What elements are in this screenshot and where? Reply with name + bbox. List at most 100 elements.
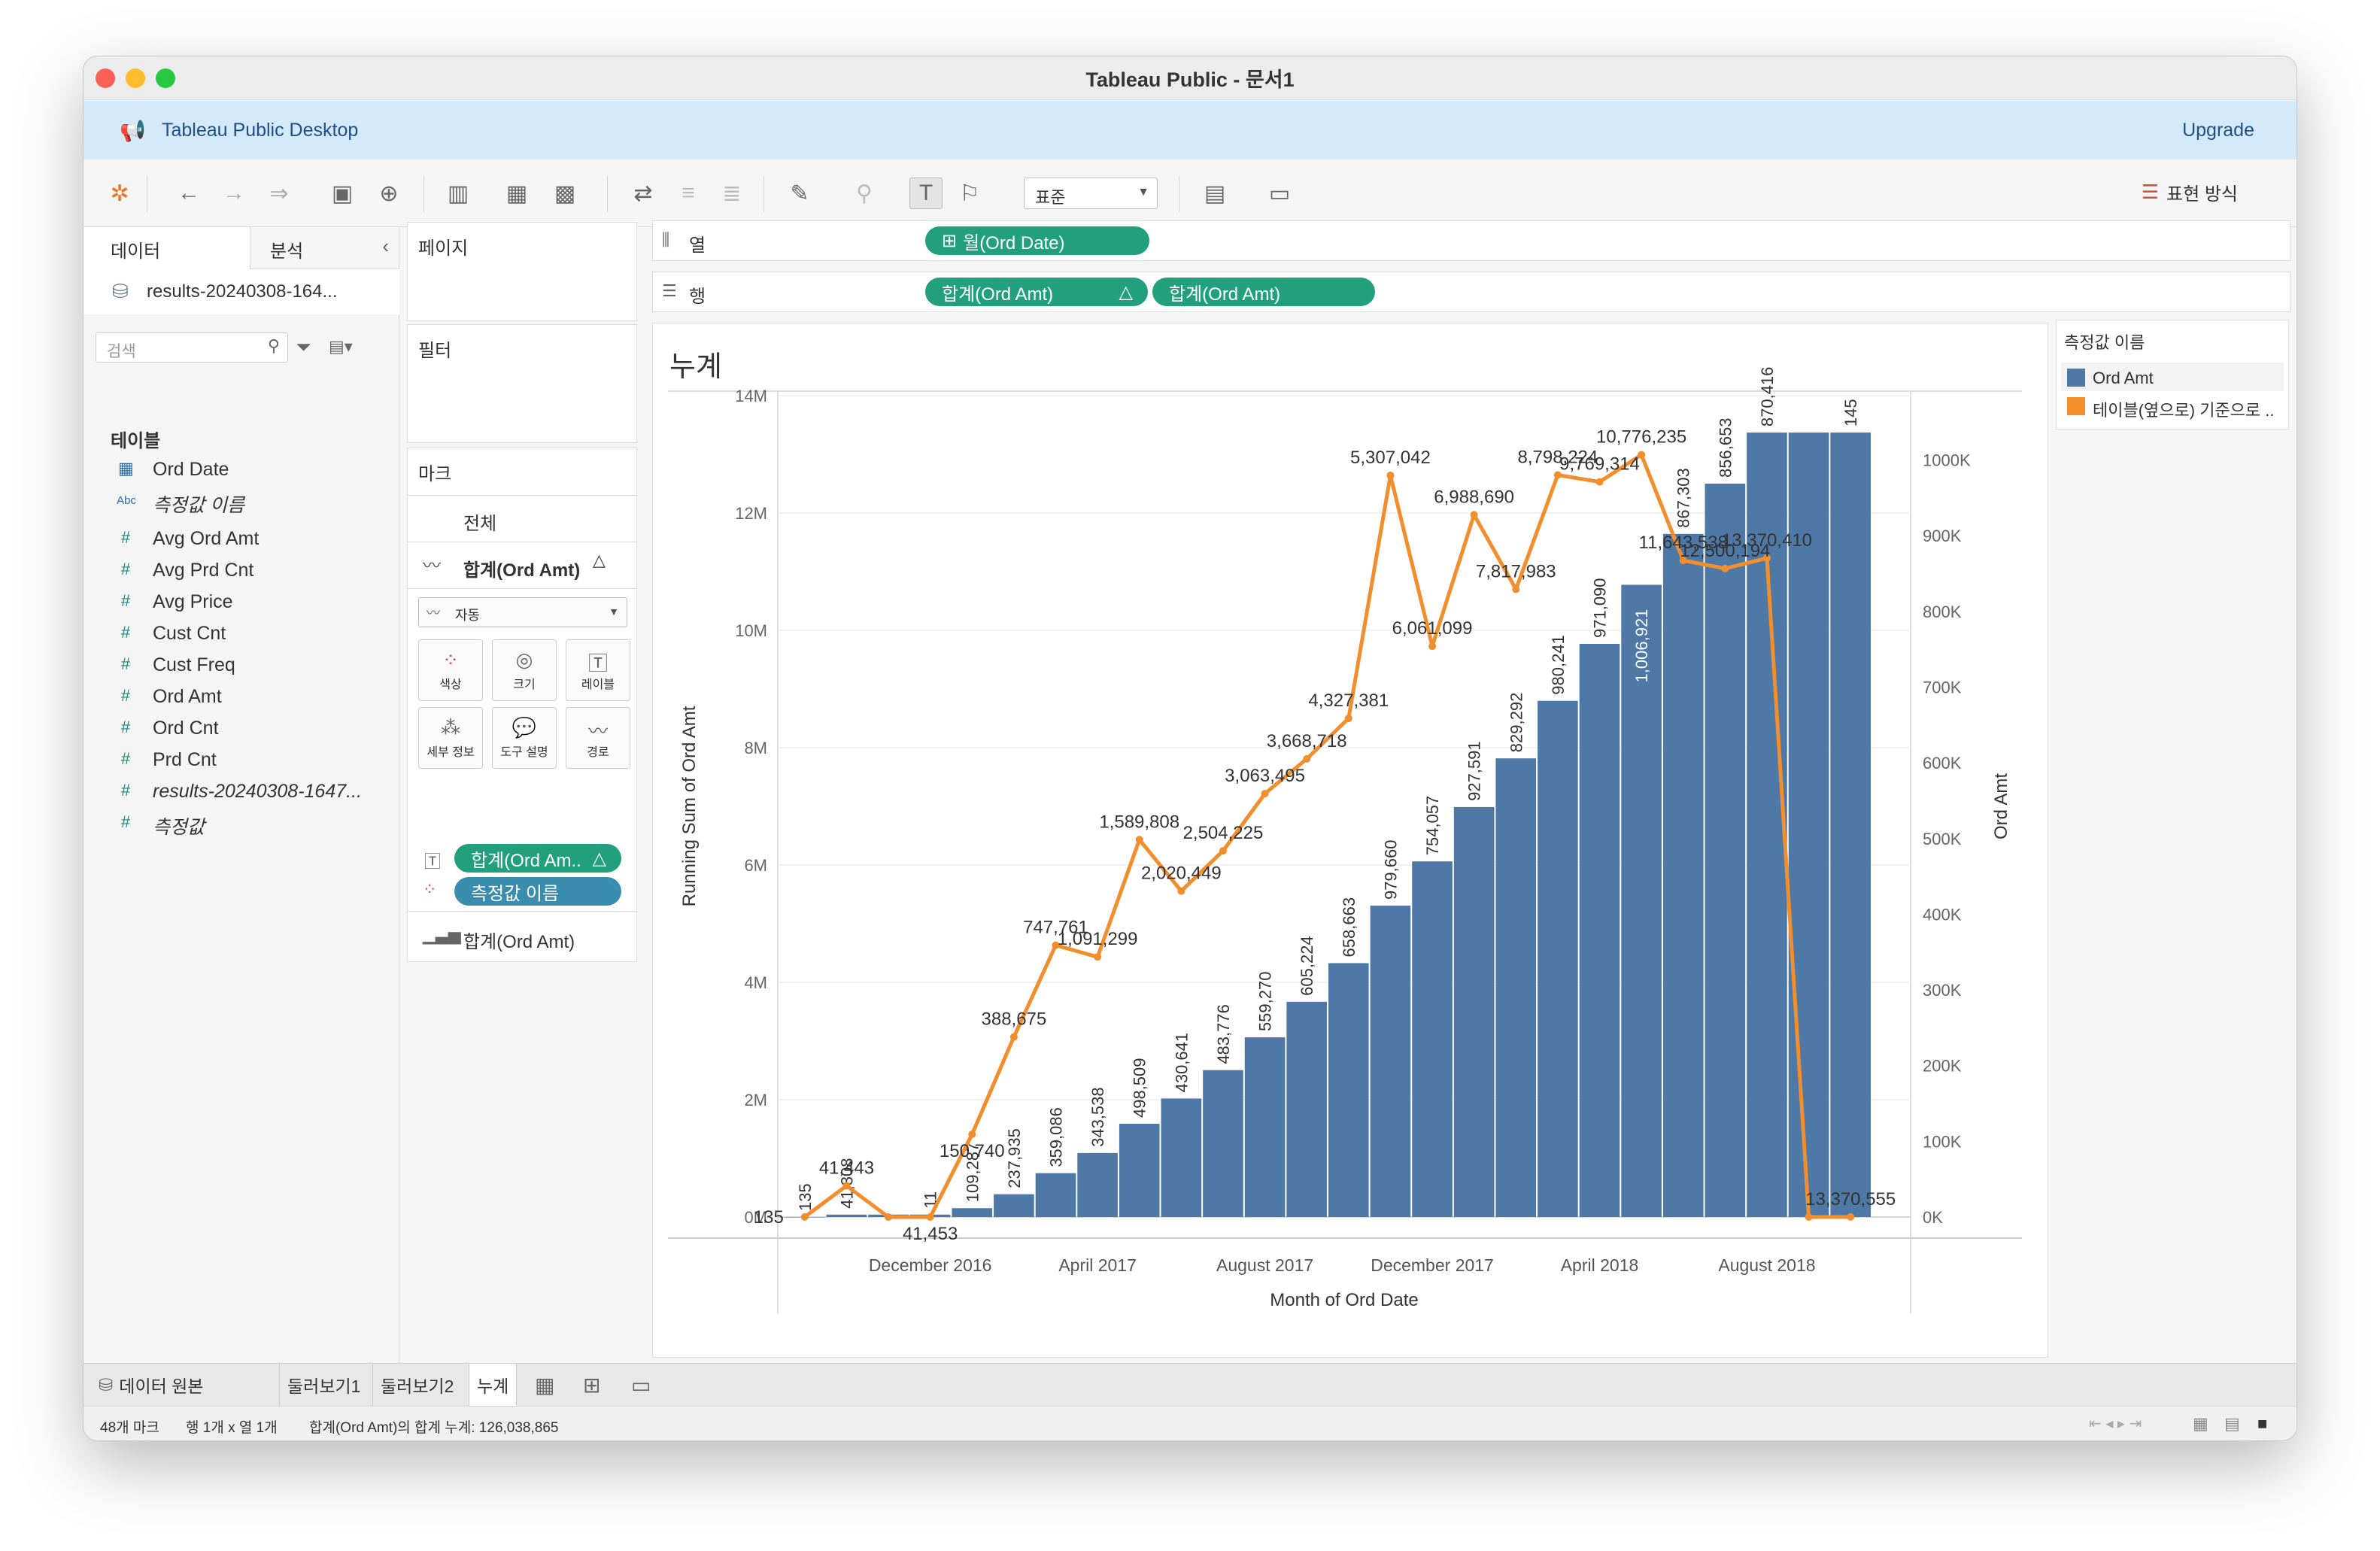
field-item[interactable]: # Cust Cnt xyxy=(83,618,384,648)
sort-desc-icon[interactable]: ≣ xyxy=(722,181,742,206)
legend-item-ord-amt[interactable]: Ord Amt xyxy=(2061,363,2284,391)
marks-label: 마크 xyxy=(418,464,452,484)
upgrade-link[interactable]: Upgrade xyxy=(2182,119,2254,141)
undo-icon[interactable]: ← xyxy=(178,181,200,205)
highlight-icon[interactable]: ✎ xyxy=(790,181,809,206)
search-placeholder: 검색 xyxy=(107,343,136,360)
list-view-icon[interactable]: ▤ xyxy=(2224,1414,2240,1433)
line-point xyxy=(1303,754,1311,763)
search-input[interactable]: 검색 ⚲ xyxy=(96,332,288,363)
new-story-icon[interactable]: ▭ xyxy=(631,1373,651,1397)
datasource-tab[interactable]: ⛁ 데이터 원본 xyxy=(91,1364,211,1406)
y-tick-label: 0M xyxy=(744,1208,767,1227)
tab-sheet-1[interactable]: 둘러보기1 xyxy=(279,1364,368,1406)
duplicate-sheet-icon[interactable]: ▦ xyxy=(505,181,528,206)
marks-all-tab[interactable]: 전체 xyxy=(463,514,497,534)
new-sheet-icon[interactable]: ▦ xyxy=(535,1373,555,1397)
view-list-icon[interactable]: ▤▾ xyxy=(329,337,353,356)
field-item[interactable]: # Ord Cnt xyxy=(83,713,384,743)
pages-label: 페이지 xyxy=(418,238,469,259)
tooltip-button[interactable]: 💬 도구 설명 xyxy=(492,707,557,769)
rows-pill-1[interactable]: 합계(Ord Amt) △ xyxy=(925,278,1148,306)
filter-icon[interactable]: ⏷ xyxy=(296,335,311,358)
minimize-window-button[interactable] xyxy=(126,68,145,88)
color-button[interactable]: ⁘ 색상 xyxy=(418,639,483,701)
marks-card1-tab[interactable]: 합계(Ord Amt) xyxy=(463,560,581,581)
field-item[interactable]: # Avg Ord Amt xyxy=(83,524,384,554)
line-point xyxy=(1052,941,1060,949)
field-item[interactable]: # Ord Amt xyxy=(83,681,384,712)
bar xyxy=(1203,1070,1243,1217)
field-item[interactable]: # results-20240308-1647... xyxy=(83,776,384,806)
new-dashboard-icon[interactable]: ⊞ xyxy=(583,1373,601,1397)
marks-card2-tab[interactable]: ▁▃▅ 합계(Ord Amt) xyxy=(407,911,637,962)
path-button[interactable]: 〰 경로 xyxy=(566,707,630,769)
bar xyxy=(994,1194,1034,1217)
detail-button[interactable]: ⁂ 세부 정보 xyxy=(418,707,483,769)
pin-icon[interactable]: ⚐ xyxy=(959,181,980,206)
film-view-icon[interactable]: ■ xyxy=(2257,1414,2268,1433)
show-me-button[interactable]: ☰ 표현 방식 xyxy=(2142,179,2238,205)
columns-pill[interactable]: ⊞ 월(Ord Date) xyxy=(925,226,1149,255)
hash-icon: # xyxy=(120,560,131,578)
close-window-button[interactable] xyxy=(96,68,115,88)
y-tick-label: 2M xyxy=(744,1091,767,1109)
legend-swatch xyxy=(2067,369,2085,387)
color-pill[interactable]: 측정값 이름 xyxy=(454,877,621,906)
size-button[interactable]: ◎ 크기 xyxy=(492,639,557,701)
grid-view-icon[interactable]: ▦ xyxy=(2193,1414,2208,1433)
group-icon[interactable]: ⚲ xyxy=(856,181,873,206)
fit-select[interactable]: 표준 ▼ xyxy=(1024,178,1158,209)
field-item[interactable]: ▦ Ord Date xyxy=(83,454,384,484)
datasource-item[interactable]: ⛁ results-20240308-164... xyxy=(83,269,399,314)
label-button-label: 레이블 xyxy=(581,678,615,691)
tab-sheet-3[interactable]: 누계 xyxy=(469,1364,518,1406)
pages-shelf[interactable]: 페이지 xyxy=(407,222,637,321)
new-datasource-icon[interactable]: ⊕ xyxy=(379,181,399,206)
rows-pill-2-text: 합계(Ord Amt) xyxy=(1169,284,1281,305)
tab-sheet-2[interactable]: 둘러보기2 xyxy=(372,1364,461,1406)
field-item[interactable]: Abc 측정값 이름 xyxy=(83,486,384,516)
field-item[interactable]: # Avg Prd Cnt xyxy=(83,555,384,585)
field-name: 측정값 xyxy=(153,817,205,838)
legend-item-running-sum[interactable]: 테이블(옆으로) 기준으로 .. xyxy=(2061,393,2284,421)
nav-first-icon[interactable]: ⇤ ◂ ▸ ⇥ xyxy=(2089,1416,2142,1432)
bar xyxy=(952,1208,993,1217)
mark-type-select[interactable]: 〰 자동 ▼ xyxy=(418,597,627,627)
tab-analysis[interactable]: 분석 ‹ xyxy=(250,227,399,269)
sort-asc-icon[interactable]: ≡ xyxy=(682,181,695,205)
columns-shelf[interactable]: ⫼ 열 ⊞ 월(Ord Date) xyxy=(652,220,2290,261)
field-item[interactable]: # Prd Cnt xyxy=(83,745,384,775)
bar-label: 754,057 xyxy=(1423,796,1442,856)
show-labels-icon[interactable]: T xyxy=(909,178,943,209)
label-pill[interactable]: 합계(Ord Am.. △ xyxy=(454,844,621,873)
field-item[interactable]: # Cust Freq xyxy=(83,650,384,680)
swap-icon[interactable]: ⇄ xyxy=(633,181,653,206)
color-legend: 측정값 이름 Ord Amt 테이블(옆으로) 기준으로 .. xyxy=(2056,320,2289,429)
bar xyxy=(1538,700,1578,1217)
field-item[interactable]: # 측정값 xyxy=(83,808,384,838)
rows-pill-2[interactable]: 합계(Ord Amt) xyxy=(1152,278,1375,306)
tableau-logo-icon[interactable]: ✲ xyxy=(110,181,129,206)
new-worksheet-icon[interactable]: ▥ xyxy=(447,181,469,206)
presentation-icon[interactable]: ▭ xyxy=(1268,181,1291,206)
sheet-tabs-bar: ⛁ 데이터 원본 둘러보기1 둘러보기2 누계 ▦ ⊞ ▭ xyxy=(83,1363,2297,1406)
rows-icon: ☰ xyxy=(662,281,677,300)
rows-shelf[interactable]: ☰ 행 합계(Ord Amt) △ 합계(Ord Amt) xyxy=(652,272,2290,312)
hash-icon: # xyxy=(120,749,131,768)
tab-data[interactable]: 데이터 xyxy=(83,227,250,269)
collapse-icon[interactable]: ‹ xyxy=(382,235,389,257)
zoom-window-button[interactable] xyxy=(156,68,175,88)
label-button[interactable]: 🅃 레이블 xyxy=(566,639,630,701)
redo-icon[interactable]: → xyxy=(223,181,245,205)
filters-shelf[interactable]: 필터 xyxy=(407,324,637,443)
clear-sheet-icon[interactable]: ▩ xyxy=(554,181,576,206)
field-item[interactable]: # Avg Price xyxy=(83,587,384,617)
bar-label: 658,663 xyxy=(1340,897,1358,958)
save-icon[interactable]: ▣ xyxy=(331,181,354,206)
line-label: 4,327,381 xyxy=(1308,691,1389,711)
replay-icon[interactable]: ⇒ xyxy=(269,181,289,206)
cards-icon[interactable]: ▤ xyxy=(1204,181,1226,206)
bar xyxy=(1705,483,1746,1217)
line-point xyxy=(1512,585,1520,593)
